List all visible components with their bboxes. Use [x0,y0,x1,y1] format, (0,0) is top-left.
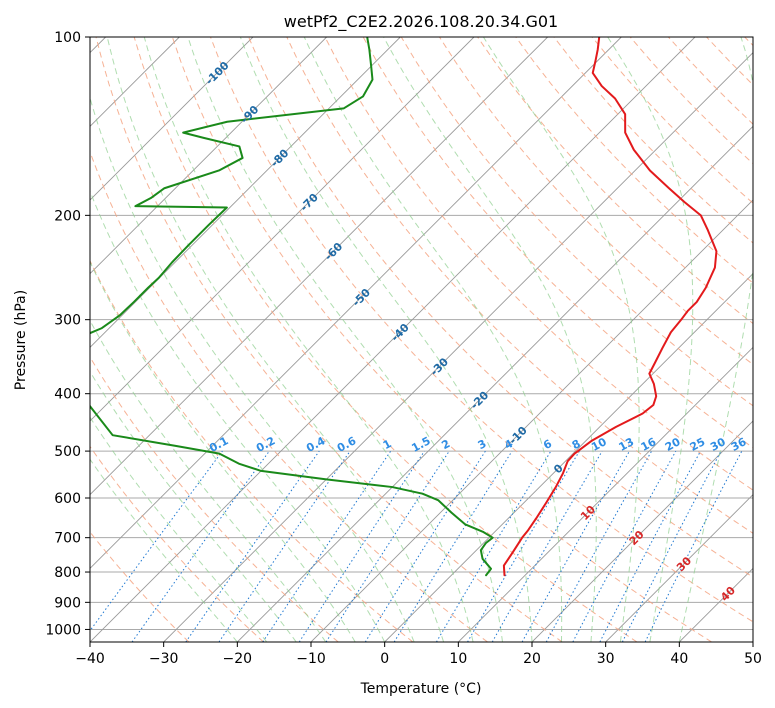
isotherm-line [458,346,753,642]
y-tick-label: 800 [54,565,81,581]
dry-adiabat-line [171,37,712,642]
x-tick-label: −10 [296,651,326,667]
mixing-ratio-label: 13 [617,435,637,454]
temperature-profile-line [502,37,718,577]
x-axis-title: Temperature (°C) [360,681,482,697]
isotherm-line [90,37,254,201]
dry-adiabat-line [95,37,563,642]
mixing-ratio-line [90,450,223,632]
mixing-ratio-label: 36 [729,435,749,454]
moist-adiabat-line [143,37,474,642]
y-tick-label: 500 [54,444,81,460]
isotherm-line [531,420,753,642]
y-tick-label: 300 [54,313,81,329]
mixing-ratio-line [572,450,677,642]
mixing-ratio-line [131,450,270,642]
x-tick-label: 50 [744,651,762,667]
dry-adiabats [90,37,753,642]
isotherm-line [90,37,548,496]
moist-adiabat-line [90,458,238,642]
isotherm-line [384,273,753,642]
y-tick-label: 200 [54,208,81,224]
dry-adiabat-line [90,259,414,642]
chart-title: wetPf2_C2E2.2026.108.20.34.G01 [284,12,558,32]
dewpoint-profile-line [90,37,494,577]
plot-area: 0.1 0.2 0.4 0.6 1 1.5 2 3 4 6 8 10 13 16 20 25 30 36-100-… [90,37,753,642]
isotherm-line [90,37,327,275]
x-tick-label: 0 [380,651,389,667]
moist-adiabat-line [607,37,694,642]
dry-adiabat-line [133,37,638,642]
moist-adiabat-line [90,260,356,642]
dry-adiabat-line [248,37,753,578]
mixing-ratio-line [262,450,392,642]
x-axis: −40 −30 −20 −10 0 10 20 30 40 50 [75,642,762,667]
mixing-ratio-line [185,450,320,642]
dry-adiabat-line [324,37,753,491]
isotherm-line [90,37,622,569]
y-tick-label: 400 [54,387,81,403]
moist-adiabat-line [482,37,640,642]
dry-adiabat-line [515,37,753,284]
mixing-ratio-label: 25 [688,435,708,454]
isotherm-line [90,37,696,642]
mixing-ratio-line [298,450,425,642]
moist-adiabat-line [383,37,597,642]
mixing-ratio-lines [90,450,743,642]
x-tick-label: −40 [75,651,105,667]
moist-adiabat-line [90,370,297,642]
isotherm-line [605,494,753,642]
isotherm-line [90,37,475,422]
plot-frame [89,36,754,643]
isotherm-line [163,52,753,642]
isotherm-gridlines [90,37,753,642]
y-tick-label: 700 [54,531,81,547]
profile-series [90,37,718,577]
dry-adiabat-line [90,445,264,642]
x-tick-label: −30 [149,651,179,667]
x-tick-label: −20 [223,651,253,667]
mixing-ratio-label: 16 [639,435,659,454]
mixing-ratio-line [218,450,351,642]
y-tick-label: 600 [54,491,81,507]
moist-adiabat-line [90,416,268,642]
isotherm-line [237,125,753,642]
dry-adiabat-line [286,37,753,534]
moist-adiabat-line [90,96,415,642]
y-tick-label: 900 [54,595,81,611]
moist-adiabat-line [106,37,445,642]
isotherm-line [90,37,401,348]
x-tick-label: 10 [449,651,467,667]
y-tick-label: 100 [54,30,81,46]
mixing-ratio-line [393,450,513,642]
moist-adiabat-line [90,319,327,642]
moist-adiabat-line [303,37,563,642]
moist-adiabats [90,37,753,642]
moist-adiabat-line [187,37,504,642]
isobar-gridlines [90,37,753,630]
moist-adiabat-line [90,189,386,642]
mixing-ratio-label: 20 [663,435,683,454]
mixing-ratio-line [644,450,743,642]
moist-adiabat-line [239,37,533,642]
mixing-ratio-line [545,450,653,642]
mixing-ratio-label: 10 [589,435,609,454]
dry-adiabat-line [210,37,753,623]
x-tick-label: 40 [670,651,688,667]
mixing-ratio-line [325,450,450,642]
moist-adiabat-line [678,37,753,642]
mixing-ratio-line [521,450,630,642]
y-axis: 1000 900 800 700 600 500 400 300 200 100 [45,30,90,638]
mixing-ratio-label: 30 [708,435,728,454]
x-tick-label: 20 [523,651,541,667]
y-axis-title: Pressure (hPa) [13,290,29,390]
dry-adiabat-line [90,356,339,642]
x-tick-label: 30 [597,651,615,667]
y-tick-label: 1000 [45,622,81,638]
